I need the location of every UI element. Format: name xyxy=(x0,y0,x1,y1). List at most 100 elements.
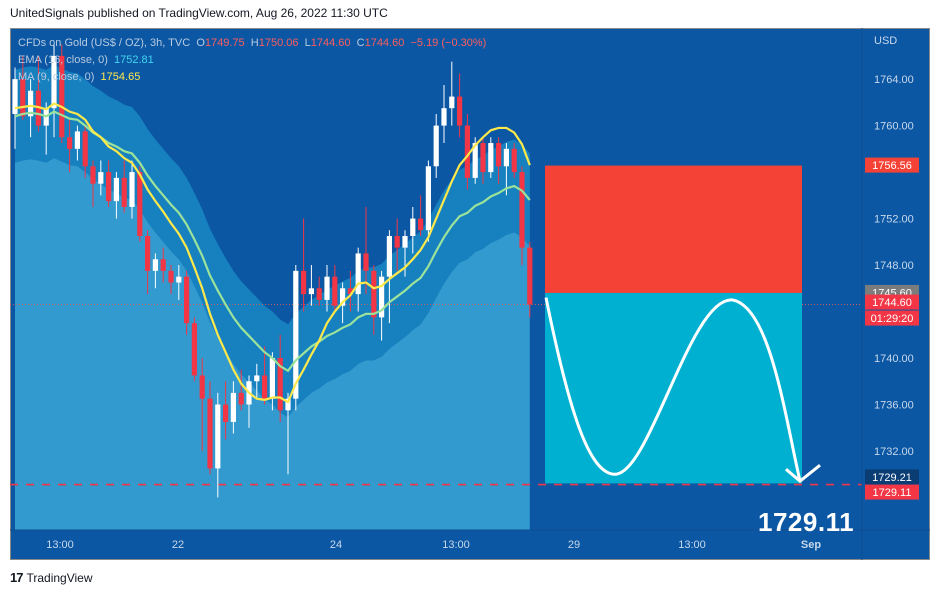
candle-body xyxy=(215,404,221,469)
candle-body xyxy=(51,55,57,109)
candle-body xyxy=(332,276,338,306)
y-tick-label: 1748.00 xyxy=(874,260,914,272)
candle-body xyxy=(98,172,104,184)
candle-body xyxy=(316,288,322,300)
candle-body xyxy=(511,148,517,173)
candle-body xyxy=(457,96,463,126)
ema-band-layer xyxy=(15,65,530,531)
x-tick-label: 24 xyxy=(330,539,342,551)
candle-body xyxy=(464,125,470,178)
legend-ma-label: MA (9, close, 0) xyxy=(18,71,95,83)
projection-path xyxy=(544,297,802,482)
candle-body xyxy=(74,131,80,149)
candle-body xyxy=(191,323,197,376)
legend-ema-value: 1752.81 xyxy=(114,54,154,66)
price-badge-text-target: 1729.21 xyxy=(872,472,912,484)
candle-body xyxy=(59,55,65,138)
price-chart[interactable]: USD 1764.00 1760.00 1752.00 1748.00 1740.00 17… xyxy=(10,28,930,560)
candle-body xyxy=(184,276,190,324)
axes-layer: USD 1764.00 1760.00 1752.00 1748.00 1740.00 17… xyxy=(10,28,930,560)
candle-body xyxy=(496,143,502,167)
candle-body xyxy=(488,143,494,173)
candle-body xyxy=(254,375,260,382)
ma-line xyxy=(14,102,531,404)
candle-body xyxy=(12,79,18,114)
candle-body xyxy=(394,236,400,248)
legend-symbol: CFDs on Gold (US$ / OZ), 3h, TVC xyxy=(18,37,191,49)
candle-body xyxy=(90,166,96,184)
candle-body xyxy=(223,404,229,422)
candle-body xyxy=(152,259,158,271)
legend-open: 1749.75 xyxy=(204,37,245,49)
candle-body xyxy=(301,270,307,295)
candle-body xyxy=(168,270,174,283)
chart-legend: CFDs on Gold (US$ / OZ), 3h, TVC O1749.7… xyxy=(18,35,486,86)
candle-body xyxy=(472,143,478,178)
stop-loss-zone xyxy=(545,165,802,293)
legend-ema-row: EMA (16, close, 0) 1752.81 xyxy=(18,52,486,69)
price-badge-countdown xyxy=(865,310,919,326)
candle-body xyxy=(199,375,205,399)
candles-layer xyxy=(12,44,533,498)
price-badge-text-support: 1729.11 xyxy=(873,487,912,499)
price-badge-support xyxy=(865,484,919,500)
candle-body xyxy=(277,358,283,411)
legend-low: 1744.60 xyxy=(310,37,351,49)
candle-body xyxy=(176,276,182,283)
tradingview-logo-icon: 17 xyxy=(10,570,24,585)
candle-body xyxy=(67,137,73,149)
x-tick-label: 13:00 xyxy=(442,539,470,551)
candle-body xyxy=(410,218,416,237)
candle-body xyxy=(238,392,244,405)
candle-body xyxy=(285,398,291,411)
candle-body xyxy=(347,288,353,295)
footer-brand: TradingView xyxy=(26,570,93,585)
candle-body xyxy=(418,218,424,231)
price-badge-text-last: 1744.60 xyxy=(872,297,912,309)
candle-body xyxy=(402,236,408,248)
ema-band-upper xyxy=(15,65,530,418)
x-tick-label: 29 xyxy=(568,539,580,551)
projection-arrow-icon xyxy=(785,464,821,484)
y-tick-label: 1740.00 xyxy=(874,353,914,365)
candle-body xyxy=(324,276,330,300)
price-badge-text-stop: 1756.56 xyxy=(872,160,912,172)
y-tick-label: 1764.00 xyxy=(874,74,914,86)
x-tick-label: Sep xyxy=(801,539,821,551)
candle-body xyxy=(137,172,143,237)
legend-o-label: O xyxy=(196,37,205,49)
target-price-annotation: 1729.11 xyxy=(758,507,855,537)
candle-body xyxy=(207,398,213,469)
candle-body xyxy=(425,166,431,231)
candle-body xyxy=(340,288,346,306)
legend-change: −5.19 (−0.30%) xyxy=(410,37,487,49)
candle-body xyxy=(269,358,275,399)
candle-body xyxy=(145,236,151,271)
legend-ma-row: MA (9, close, 0) 1754.65 xyxy=(18,69,486,86)
y-tick-label: 1760.00 xyxy=(874,121,914,133)
indicator-lines xyxy=(14,102,821,484)
candle-body xyxy=(160,259,166,271)
price-badge-stop xyxy=(865,157,919,173)
candle-body xyxy=(82,131,88,167)
x-tick-label: 13:00 xyxy=(678,539,706,551)
candle-body xyxy=(28,90,34,117)
y-tick-label: 1732.00 xyxy=(874,446,914,458)
price-badge-last xyxy=(865,294,919,310)
candle-body xyxy=(433,125,439,167)
candle-body xyxy=(379,276,385,318)
candle-body xyxy=(503,148,509,167)
candle-body xyxy=(308,288,314,295)
price-badge-target xyxy=(865,469,919,485)
candle-body xyxy=(20,79,26,117)
candle-body xyxy=(35,90,41,126)
currency-label: USD xyxy=(874,35,897,47)
candle-body xyxy=(262,375,268,399)
legend-high: 1750.06 xyxy=(258,37,299,49)
legend-ema-label: EMA (16, close, 0) xyxy=(18,54,108,66)
candle-body xyxy=(121,177,127,207)
candle-body xyxy=(449,96,455,109)
candle-body xyxy=(113,177,119,202)
price-badge-text-countdown: 01:29:20 xyxy=(871,313,914,325)
candle-body xyxy=(441,108,447,126)
